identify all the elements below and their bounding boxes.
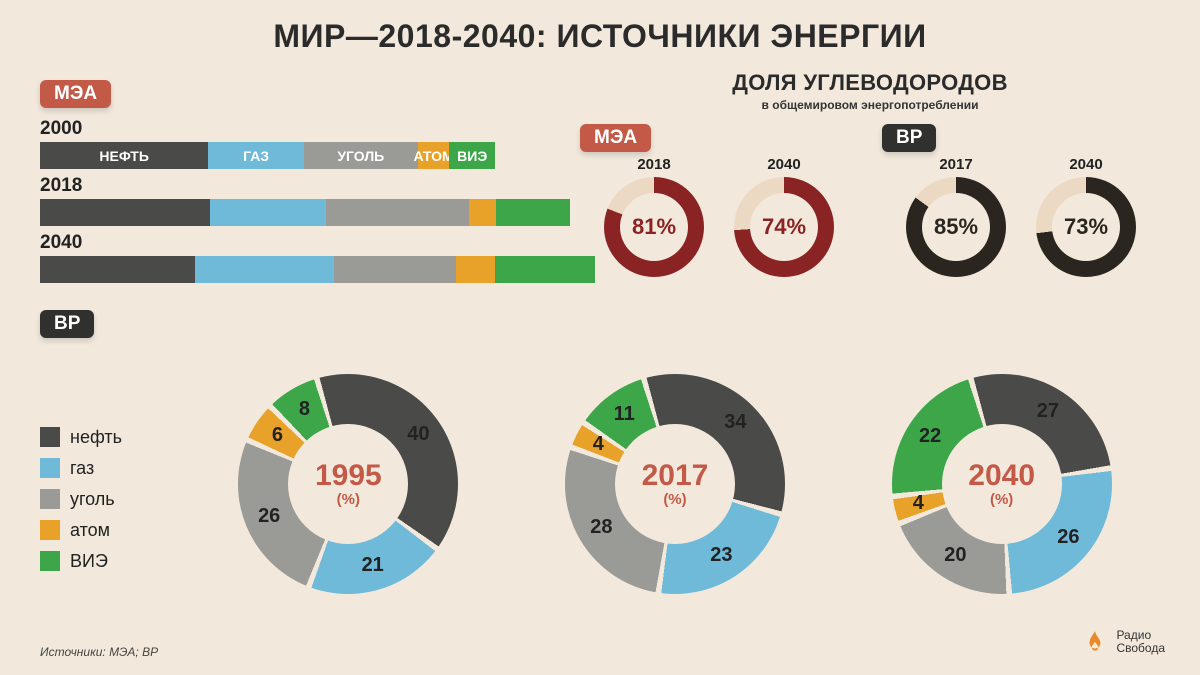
mini-donut-value: 73% [1052, 193, 1120, 261]
bp-donut: 2040(%) 27 26 20 4 22 [852, 344, 1152, 624]
mini-donut-year: 2018 [604, 156, 704, 173]
legend-label: атом [70, 520, 110, 541]
donut-segment-label: 34 [715, 411, 755, 434]
legend-label: уголь [70, 489, 115, 510]
bar-segment: ГАЗ [208, 142, 304, 169]
bp-donut: 1995(%) 40 21 26 6 8 [198, 344, 498, 624]
mini-donut: 2018 81% [604, 156, 704, 277]
donut-segment-label: 26 [249, 505, 289, 528]
bar-year: 2000 [40, 118, 595, 140]
legend-swatch [40, 458, 60, 478]
mini-donut-value: 85% [922, 193, 990, 261]
brand-logo: Радио Свобода [1082, 629, 1165, 655]
bar-segment [469, 199, 496, 226]
bar-segment [210, 199, 327, 226]
bp-donut-unit: (%) [337, 491, 360, 508]
legend: нефть газ уголь атом ВИЭ [40, 427, 190, 582]
bar-year: 2018 [40, 175, 595, 197]
bp-donut: 2017(%) 34 23 28 4 11 [525, 344, 825, 624]
bar-year: 2040 [40, 232, 595, 254]
bar-segment: ВИЭ [449, 142, 495, 169]
share-group-badge: BP [882, 124, 936, 152]
hydrocarbon-share-section: ДОЛЯ УГЛЕВОДОРОДОВ в общемировом энергоп… [580, 70, 1160, 277]
bp-donuts-section: BP нефтьгазугольатомВИЭ 1995(%)402126682… [40, 310, 1160, 624]
bar-segment: АТОМ [418, 142, 450, 169]
donut-segment-label: 20 [935, 544, 975, 567]
share-subtitle: в общемировом энергопотреблении [580, 98, 1160, 112]
bp-donut-unit: (%) [990, 491, 1013, 508]
bar-segment: УГОЛЬ [304, 142, 418, 169]
legend-item: ВИЭ [40, 551, 190, 572]
mini-donut-year: 2040 [1036, 156, 1136, 173]
bar-row: 2000НЕФТЬГАЗУГОЛЬАТОМВИЭ [40, 118, 595, 169]
donut-segment-label: 28 [581, 516, 621, 539]
donut-segment-label: 8 [284, 398, 324, 421]
mini-donut-year: 2040 [734, 156, 834, 173]
bar-segment [195, 256, 334, 283]
bar-segment [326, 199, 469, 226]
share-group: МЭА 2018 81% 2040 74% [580, 124, 858, 277]
mini-donut-value: 81% [620, 193, 688, 261]
legend-item: газ [40, 458, 190, 479]
legend-item: нефть [40, 427, 190, 448]
share-group: BP 2017 85% 2040 73% [882, 124, 1160, 277]
mini-donut: 2017 85% [906, 156, 1006, 277]
bp-donut-year: 2040 [968, 461, 1035, 491]
sources-line: Источники: МЭА; BP [40, 645, 158, 659]
page-title: МИР—2018-2040: ИСТОЧНИКИ ЭНЕРГИИ [0, 0, 1200, 65]
legend-label: нефть [70, 427, 122, 448]
legend-item: уголь [40, 489, 190, 510]
bp-donut-unit: (%) [663, 491, 686, 508]
legend-label: газ [70, 458, 94, 479]
share-group-badge: МЭА [580, 124, 651, 152]
donut-segment-label: 11 [604, 403, 644, 426]
bp-donut-year: 2017 [642, 461, 709, 491]
logo-line1: Радио [1116, 629, 1165, 642]
donut-segment-label: 26 [1048, 526, 1088, 549]
bar-row: 2040 [40, 232, 595, 283]
bar-segment [456, 256, 495, 283]
donut-segment-label: 23 [701, 544, 741, 567]
bar-segment [40, 199, 210, 226]
donut-segment-label: 4 [898, 492, 938, 515]
donut-segment-label: 40 [398, 423, 438, 446]
mini-donut: 2040 73% [1036, 156, 1136, 277]
donut-segment-label: 22 [910, 425, 950, 448]
share-title: ДОЛЯ УГЛЕВОДОРОДОВ [580, 70, 1160, 96]
donut-segment-label: 27 [1028, 400, 1068, 423]
legend-item: атом [40, 520, 190, 541]
donut-segment-label: 21 [353, 554, 393, 577]
donut-segment-label: 4 [578, 433, 618, 456]
bp-badge: BP [40, 310, 94, 338]
legend-swatch [40, 520, 60, 540]
flame-icon [1082, 629, 1108, 655]
legend-swatch [40, 489, 60, 509]
mea-badge: МЭА [40, 80, 111, 108]
bar-segment: НЕФТЬ [40, 142, 208, 169]
donut-segment-label: 6 [257, 424, 297, 447]
legend-swatch [40, 551, 60, 571]
legend-label: ВИЭ [70, 551, 108, 572]
bar-segment [334, 256, 456, 283]
mini-donut: 2040 74% [734, 156, 834, 277]
bp-donut-year: 1995 [315, 461, 382, 491]
bar-segment [496, 199, 570, 226]
bar-row: 2018 [40, 175, 595, 226]
mini-donut-year: 2017 [906, 156, 1006, 173]
bar-segment [40, 256, 195, 283]
logo-line2: Свобода [1116, 642, 1165, 655]
stacked-bars-section: МЭА 2000НЕФТЬГАЗУГОЛЬАТОМВИЭ 2018 2040 [40, 80, 595, 289]
mini-donut-value: 74% [750, 193, 818, 261]
legend-swatch [40, 427, 60, 447]
